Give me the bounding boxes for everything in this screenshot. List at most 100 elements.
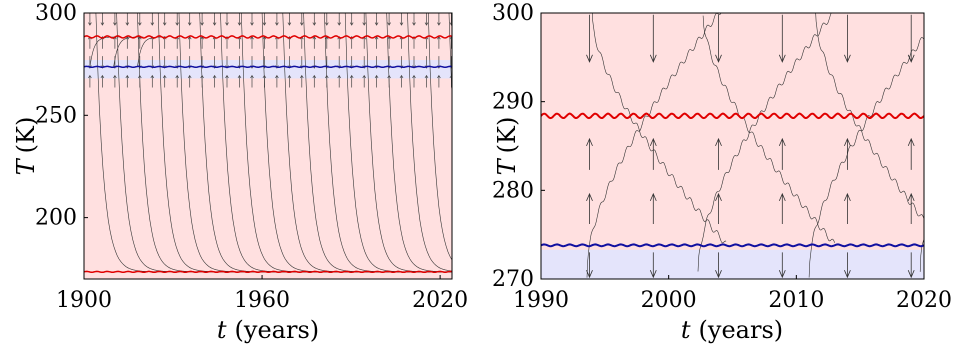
- right-arrow-lower-up-1: [649, 192, 657, 224]
- left-arrow-0-20: [337, 13, 342, 26]
- right-x-tick-label-3: 2020: [896, 288, 952, 313]
- left-arrow-3-27: [424, 74, 429, 88]
- right-series-threshold: [541, 243, 924, 248]
- right-series-warm-equilibrium: [541, 112, 924, 120]
- left-arrow-0-23: [374, 13, 379, 26]
- left-y-ticks: 200 250 300: [35, 1, 88, 231]
- left-arrow-3-5: [150, 74, 155, 88]
- left-arrow-0-16: [287, 13, 292, 26]
- left-arrow-0-10: [212, 13, 217, 26]
- left-arrow-0-15: [275, 13, 279, 26]
- left-arrow-3-12: [237, 74, 242, 88]
- left-arrow-3-4: [137, 74, 142, 88]
- right-region-1: [541, 249, 924, 279]
- right-trajectory-rising-1: [697, 13, 837, 272]
- right-arrow-top-1: [649, 14, 657, 63]
- right-trajectory-rising-2: [808, 37, 924, 278]
- left-trajectory-falling-13: [365, 13, 452, 273]
- left-arrow-3-15: [275, 74, 279, 88]
- right-x-label-var: t: [681, 316, 691, 344]
- right-arrow-upper-up-1: [649, 137, 657, 170]
- left-arrow-3-24: [387, 74, 391, 88]
- right-arrow-lower-up-2: [715, 192, 722, 224]
- left-arrow-3-21: [349, 74, 354, 88]
- left-arrow-0-22: [362, 13, 367, 26]
- right-x-axis-label: t (years): [681, 316, 783, 344]
- left-arrow-0-29: [449, 13, 452, 26]
- right-y-ticks: 270 280 290 300: [492, 1, 545, 292]
- left-arrow-3-17: [299, 74, 304, 88]
- right-arrow-bottom-5: [907, 252, 915, 279]
- right-x-tick-label-0: 1990: [513, 288, 569, 313]
- left-plot-area: [84, 13, 452, 279]
- left-x-label-var: t: [217, 316, 227, 344]
- left-arrow-0-26: [412, 13, 416, 26]
- left-x-tick-label-1: 1960: [234, 288, 290, 313]
- right-arrow-bottom-3: [778, 252, 786, 279]
- right-y-tick-label-3: 300: [492, 1, 534, 26]
- right-arrow-lower-up-4: [844, 192, 851, 224]
- right-arrow-bottom-0: [586, 252, 593, 279]
- left-arrow-3-9: [200, 74, 204, 88]
- left-arrow-0-17: [299, 13, 304, 26]
- left-arrow-0-12: [237, 13, 242, 26]
- right-region-0: [541, 13, 924, 279]
- left-y-label-unit: (K): [12, 117, 40, 154]
- right-arrow-lower-up-3: [778, 192, 786, 224]
- left-arrow-3-22: [362, 74, 367, 88]
- left-arrow-3-26: [412, 74, 416, 88]
- left-arrow-0-11: [225, 13, 229, 26]
- left-arrow-0-28: [437, 13, 441, 26]
- left-arrow-3-8: [187, 74, 192, 88]
- right-y-label-var: T: [493, 157, 521, 175]
- right-x-label-unit: (years): [699, 316, 784, 344]
- left-arrow-0-19: [324, 13, 329, 26]
- left-arrow-3-19: [324, 74, 329, 88]
- left-trajectory-falling-12: [344, 13, 452, 273]
- right-arrow-upper-up-4: [844, 137, 851, 170]
- left-y-tick-label-1: 250: [35, 103, 77, 128]
- left-arrow-0-1: [100, 13, 105, 26]
- left-arrow-3-7: [175, 74, 180, 88]
- left-series-cold-equilibrium: [84, 270, 452, 273]
- left-arrow-3-29: [449, 74, 452, 88]
- left-trajectory-falling-11: [324, 13, 452, 273]
- left-arrow-0-27: [424, 13, 429, 26]
- left-arrow-0-4: [137, 13, 142, 26]
- right-arrow-bottom-2: [715, 252, 722, 279]
- left-arrow-0-13: [250, 13, 254, 26]
- left-arrow-3-25: [399, 74, 404, 88]
- left-arrow-0-8: [187, 13, 192, 26]
- left-arrow-3-23: [374, 74, 379, 88]
- left-arrow-0-5: [150, 13, 155, 26]
- left-arrow-3-16: [287, 74, 292, 88]
- right-arrow-lower-up-5: [907, 192, 915, 224]
- right-y-axis-label: T (K): [493, 117, 521, 176]
- left-x-tick-label-0: 1900: [56, 288, 112, 313]
- left-y-tick-label-2: 300: [35, 1, 77, 26]
- right-y-tick-label-0: 270: [492, 267, 534, 292]
- right-x-ticks: 1990 2000 2010 2020: [513, 275, 952, 313]
- left-x-axis-label: t (years): [217, 316, 319, 344]
- right-plot-area: [541, 13, 924, 279]
- right-y-label-unit: (K): [493, 117, 521, 154]
- right-trajectory-falling-0: [591, 13, 727, 244]
- left-trajectory-falling-14: [386, 13, 452, 273]
- left-arrow-0-14: [262, 13, 267, 26]
- right-chart: 1990 2000 2010 2020 270 280 290 300 t (years) T…: [492, 1, 952, 344]
- right-arrow-top-5: [907, 14, 915, 63]
- right-y-tick-label-1: 280: [492, 178, 534, 203]
- right-arrow-upper-up-5: [907, 137, 915, 170]
- right-axes-frame: [540, 12, 925, 280]
- right-arrow-bottom-4: [844, 252, 851, 279]
- right-arrow-upper-up-3: [778, 137, 786, 170]
- left-arrow-3-6: [162, 74, 167, 88]
- left-arrow-0-18: [312, 13, 317, 26]
- left-axes-frame: [83, 12, 453, 280]
- left-arrow-0-0: [88, 13, 92, 26]
- right-trajectory-rising-3: [919, 237, 924, 272]
- right-arrow-lower-up-0: [586, 192, 593, 224]
- left-arrow-3-3: [125, 74, 130, 88]
- left-arrow-3-13: [250, 74, 254, 88]
